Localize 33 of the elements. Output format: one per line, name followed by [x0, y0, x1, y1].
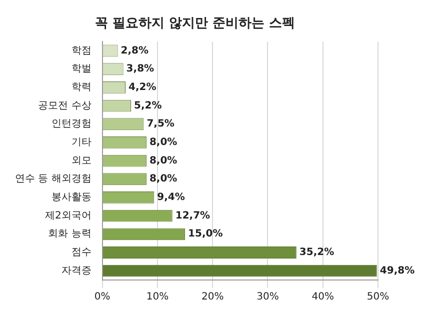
data-label: 35,2% [299, 247, 334, 258]
data-label: 8,0% [149, 174, 178, 185]
data-label: 2,8% [120, 45, 149, 56]
y-tick-label: 학점 [71, 45, 92, 56]
data-label: 15,0% [188, 228, 223, 240]
data-label: 4,2% [128, 82, 156, 94]
x-tick-label: 10% [146, 292, 169, 303]
data-label: 9,4% [157, 192, 185, 204]
y-tick-label: 점수 [71, 247, 92, 258]
y-tick-label: 학벌 [71, 64, 92, 75]
data-label: 7,5% [146, 118, 174, 130]
y-tick-label: 인턴경험 [51, 118, 92, 130]
y-tick-label: 봉사활동 [51, 192, 92, 204]
data-label: 8,0% [149, 137, 178, 148]
data-label: 8,0% [149, 155, 178, 166]
y-tick-label: 외모 [71, 155, 92, 166]
x-tick-label: 30% [256, 292, 279, 303]
y-tick-label: 자격증 [61, 265, 92, 276]
x-tick-label: 50% [366, 292, 390, 303]
data-label: 3,8% [126, 64, 154, 75]
y-tick-label: 회화 능력 [48, 228, 92, 240]
x-tick-label: 0% [94, 292, 110, 303]
data-label: 5,2% [134, 100, 162, 112]
data-label: 49,8% [380, 265, 415, 276]
data-label: 12,7% [175, 210, 210, 222]
y-tick-label: 공모전 수상 [38, 100, 92, 112]
y-tick-label: 학력 [71, 82, 92, 94]
y-tick-label: 연수 등 해외경험 [15, 174, 92, 185]
y-tick-label: 제2외국어 [44, 210, 92, 222]
x-tick-label: 40% [312, 292, 334, 303]
y-tick-label: 기타 [71, 137, 92, 148]
chart-title: 꼭 필요하지 않지만 준비하는 스펙 [94, 16, 296, 32]
x-tick-label: 20% [201, 292, 224, 303]
